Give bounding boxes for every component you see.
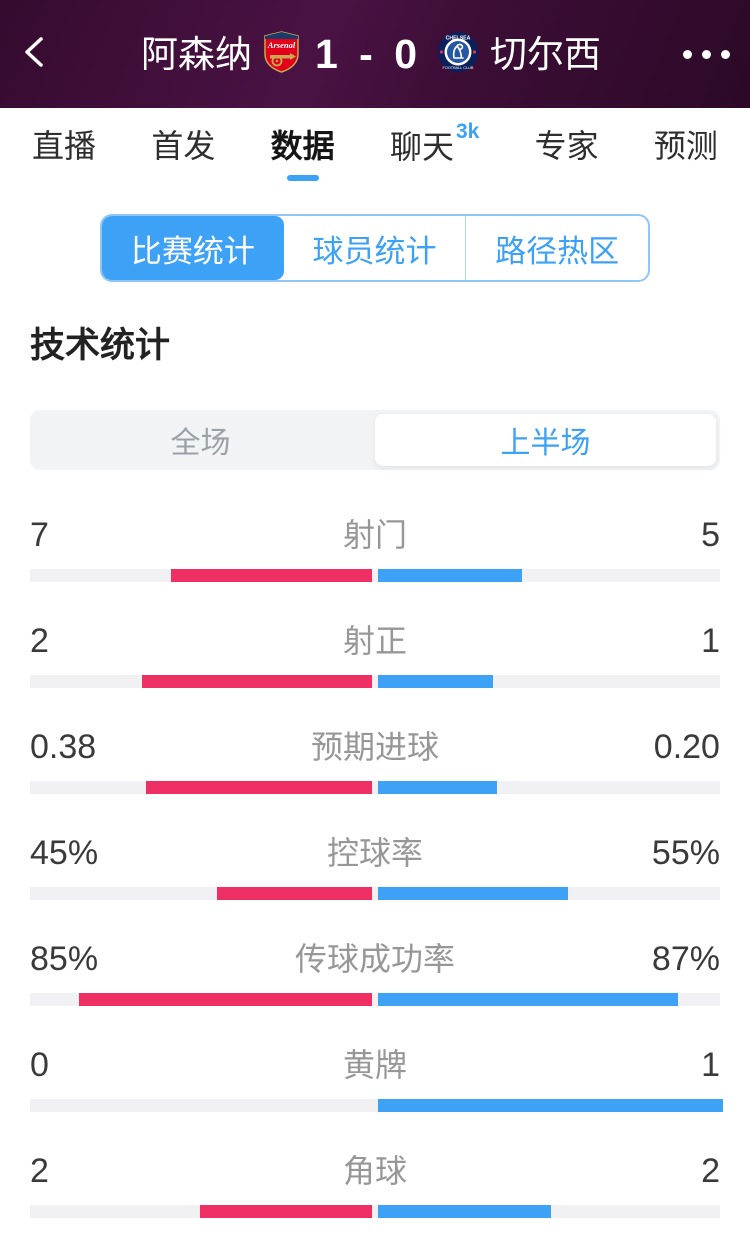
stat-label: 控球率 (326, 835, 423, 871)
stat-bar (30, 781, 720, 794)
stat-row-yellow-cards: 0 黄牌 1 (30, 1046, 723, 1112)
home-value: 2 (30, 1152, 49, 1190)
stat-bar (30, 1099, 723, 1112)
section-title: 技术统计 (30, 326, 171, 365)
stat-bar (30, 887, 720, 900)
stats-list: 7 射门 5 2 射正 1 0.38 预期进球 0.20 (30, 517, 723, 1218)
stat-label: 射正 (342, 623, 407, 659)
away-bar-fill (378, 675, 493, 688)
home-value: 85% (30, 940, 99, 978)
svg-text:FOOTBALL CLUB: FOOTBALL CLUB (443, 66, 474, 70)
tab-lineup[interactable]: 首发 (151, 127, 216, 164)
chat-count-badge: 3k (455, 119, 480, 143)
main-tab-bar: 直播 首发 数据 聊天3k 专家 预测 (0, 108, 750, 185)
away-bar-fill (378, 1205, 551, 1218)
arsenal-crest-icon: Arsenal (263, 30, 300, 78)
home-value: 0.38 (30, 728, 97, 766)
more-dots-icon (721, 49, 730, 59)
stat-label: 预期进球 (310, 729, 439, 765)
away-value: 2 (701, 1152, 720, 1190)
away-bar-fill (378, 781, 497, 794)
stat-label: 角球 (342, 1153, 407, 1189)
away-bar-fill (378, 887, 568, 900)
stat-label: 黄牌 (342, 1047, 407, 1083)
away-bar-fill (378, 569, 522, 582)
away-value: 1 (701, 622, 720, 660)
away-value: 5 (701, 516, 720, 554)
stat-row-pass-accuracy: 85% 传球成功率 87% (30, 941, 720, 1006)
stat-row-shots-on-target: 2 射正 1 (30, 623, 720, 688)
home-value: 7 (30, 516, 49, 554)
toggle-full-match[interactable]: 全场 (170, 427, 231, 460)
away-bar-fill (378, 1099, 723, 1112)
home-value: 0 (30, 1046, 49, 1084)
match-title: 阿森纳 Arsenal 1 - 0 CHELSEA FOOTBALL CLUB (70, 31, 672, 78)
tab-chat-label: 聊天 (389, 128, 454, 165)
more-options-button[interactable] (672, 49, 730, 59)
stat-row-expected-goals: 0.38 预期进球 0.20 (30, 729, 720, 794)
stat-row-possession: 45% 控球率 55% (30, 835, 720, 900)
away-value: 55% (651, 834, 720, 872)
home-value: 2 (30, 622, 49, 660)
back-button[interactable] (20, 35, 70, 74)
match-header: 阿森纳 Arsenal 1 - 0 CHELSEA FOOTBALL CLUB (0, 0, 750, 108)
segment-match-stats[interactable]: 比赛统计 (102, 216, 284, 280)
stat-type-segmented-control: 比赛统计 球员统计 路径热区 (100, 214, 650, 282)
stat-label: 传球成功率 (294, 941, 455, 977)
stat-label: 射门 (342, 517, 407, 553)
home-bar-fill (216, 887, 372, 900)
period-toggle: 全场 上半场 (30, 410, 720, 470)
away-value: 0.20 (653, 728, 720, 766)
toggle-first-half[interactable]: 上半场 (375, 414, 716, 466)
more-dots-icon (702, 49, 711, 59)
back-chevron-icon (20, 35, 50, 74)
home-value: 45% (30, 834, 99, 872)
home-bar-fill (199, 1205, 372, 1218)
tab-chat[interactable]: 聊天3k (388, 110, 481, 184)
away-value: 1 (701, 1046, 720, 1084)
tab-prediction[interactable]: 预测 (653, 127, 718, 164)
stat-row-shots: 7 射门 5 (30, 517, 720, 582)
tab-experts[interactable]: 专家 (534, 127, 599, 164)
home-bar-fill (78, 993, 372, 1006)
stat-bar (30, 1205, 720, 1218)
stat-bar (30, 993, 720, 1006)
away-bar-fill (378, 993, 679, 1006)
score: 1 - 0 (314, 30, 423, 77)
home-bar-fill (142, 675, 372, 688)
more-dots-icon (683, 49, 692, 59)
stat-row-corners: 2 角球 2 (30, 1153, 720, 1218)
home-bar-fill (145, 781, 372, 794)
svg-text:Arsenal: Arsenal (267, 40, 296, 50)
chelsea-crest-icon: CHELSEA FOOTBALL CLUB (437, 31, 479, 78)
home-team-name: 阿森纳 (140, 33, 252, 75)
tab-data[interactable]: 数据 (269, 111, 337, 183)
away-team-name: 切尔西 (490, 33, 602, 75)
stat-bar (30, 675, 720, 688)
segment-heatmap[interactable]: 路径热区 (465, 216, 648, 280)
segment-player-stats[interactable]: 球员统计 (312, 233, 437, 269)
away-value: 87% (651, 940, 720, 978)
svg-text:CHELSEA: CHELSEA (446, 35, 471, 41)
tab-live[interactable]: 直播 (32, 127, 97, 164)
home-bar-fill (170, 569, 372, 582)
stat-bar (30, 569, 720, 582)
